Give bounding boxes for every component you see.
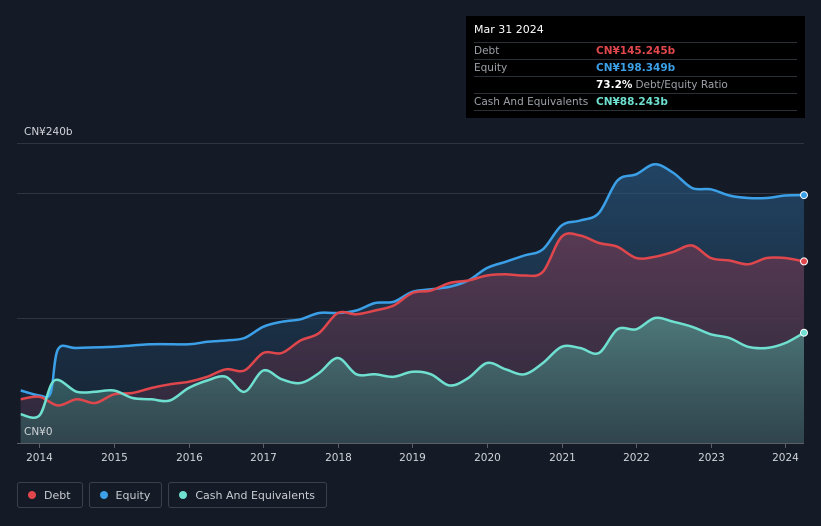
legend-item-cash[interactable]: Cash And Equivalents (168, 482, 327, 508)
tooltip-row-ratio: 73.2% Debt/Equity Ratio (474, 76, 797, 93)
tooltip-date: Mar 31 2024 (474, 23, 544, 36)
legend-dot-icon (179, 491, 188, 499)
y-tick-label: CN¥0 (24, 426, 53, 438)
tooltip-label: Debt (474, 45, 500, 57)
x-tick-label: 2021 (549, 452, 576, 464)
tooltip-value: 73.2% (596, 79, 633, 91)
endpoint-equity[interactable] (800, 191, 808, 200)
tooltip-value: CN¥88.243b (596, 96, 668, 108)
tooltip-value: CN¥198.349b (596, 62, 676, 74)
tooltip-label: Equity (474, 62, 508, 74)
legend-dot-icon (99, 491, 108, 499)
tooltip-value: CN¥145.245b (596, 45, 676, 57)
legend: Debt Equity Cash And Equivalents (17, 482, 327, 508)
x-tick-label: 2022 (623, 452, 650, 464)
axes: 2014 2015 2016 2017 2018 2019 2020 2021 2022 2023… (24, 126, 799, 464)
tooltip-label: Cash And Equivalents (474, 96, 589, 108)
tooltip-panel: Mar 31 2024 Debt CN¥145.245b Equity CN¥1… (466, 16, 805, 118)
x-tick-label: 2018 (325, 452, 352, 464)
tooltip-ratio-label: Debt/Equity Ratio (635, 79, 728, 91)
area-cash-and-equivalents (20, 317, 804, 443)
legend-dot-icon (28, 491, 36, 499)
endpoint-debt[interactable] (800, 257, 808, 266)
y-tick-label: CN¥240b (24, 126, 73, 138)
x-tick-label: 2017 (250, 452, 277, 464)
tooltip-row-debt: Debt CN¥145.245b (474, 42, 797, 59)
legend-label: Cash And Equivalents (195, 488, 315, 502)
line-cash-and-equivalents (20, 316, 805, 419)
legend-label: Debt (44, 488, 71, 502)
legend-item-debt[interactable]: Debt (17, 482, 83, 508)
x-tick-label: 2019 (399, 452, 426, 464)
endpoint-cash-and-equivalents[interactable] (800, 328, 808, 337)
x-tick-label: 2014 (26, 452, 53, 464)
series-areas (20, 164, 804, 444)
legend-item-equity[interactable]: Equity (88, 482, 163, 508)
x-tick-label: 2024 (772, 452, 799, 464)
x-tick-label: 2020 (474, 452, 501, 464)
tooltip-row-cash: Cash And Equivalents CN¥88.243b (474, 93, 797, 111)
legend-label: Equity (115, 488, 151, 502)
line-debt (20, 232, 805, 407)
x-tick-label: 2016 (176, 452, 203, 464)
tooltip-row-equity: Equity CN¥198.349b (474, 59, 797, 76)
x-tick-label: 2015 (101, 452, 128, 464)
x-tick-label: 2023 (698, 452, 725, 464)
series-lines (20, 163, 808, 419)
